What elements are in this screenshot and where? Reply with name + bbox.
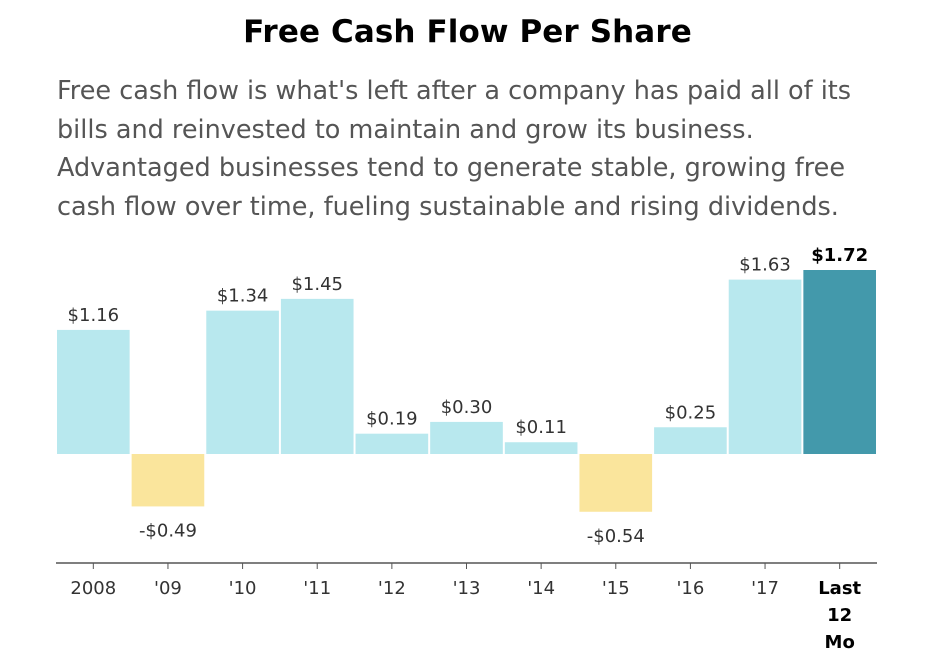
x-tick-label-0: 2008 xyxy=(70,578,116,599)
x-tick-label-1: '09 xyxy=(154,578,182,599)
bar-4 xyxy=(355,433,429,454)
x-tick-label-3: '11 xyxy=(303,578,331,599)
chart-description: Free cash flow is what's left after a co… xyxy=(57,76,852,222)
value-label-1: -$0.49 xyxy=(139,520,197,541)
value-label-5: $0.30 xyxy=(441,397,493,418)
value-label-8: $0.25 xyxy=(665,402,717,423)
x-tick-label-9: '17 xyxy=(751,578,779,599)
bar-7 xyxy=(579,454,653,512)
x-tick-label-2: '10 xyxy=(229,578,257,599)
bar-6 xyxy=(504,442,578,454)
bar-3 xyxy=(280,298,354,454)
x-tick-label-4: '12 xyxy=(378,578,406,599)
bar-9 xyxy=(728,279,802,454)
chart-title: Free Cash Flow Per Share xyxy=(243,14,692,50)
x-tick-label-7: '15 xyxy=(602,578,630,599)
value-label-2: $1.34 xyxy=(217,286,269,307)
bar-10 xyxy=(803,270,876,454)
x-tick-label-10: Last 12 Mo xyxy=(818,578,861,653)
x-tick-label-6: '14 xyxy=(527,578,555,599)
x-tick-label-5: '13 xyxy=(453,578,481,599)
value-label-0: $1.16 xyxy=(68,305,120,326)
bar-2 xyxy=(206,310,279,454)
value-label-4: $0.19 xyxy=(366,409,418,430)
bar-8 xyxy=(654,427,727,454)
value-label-9: $1.63 xyxy=(739,255,791,276)
value-label-3: $1.45 xyxy=(291,274,343,295)
bar-5 xyxy=(430,421,503,454)
value-label-6: $0.11 xyxy=(515,417,567,438)
bar-0 xyxy=(57,329,130,454)
bar-1 xyxy=(131,454,205,507)
x-tick-label-8: '16 xyxy=(676,578,704,599)
value-label-7: -$0.54 xyxy=(587,526,645,547)
value-label-10: $1.72 xyxy=(811,245,868,266)
